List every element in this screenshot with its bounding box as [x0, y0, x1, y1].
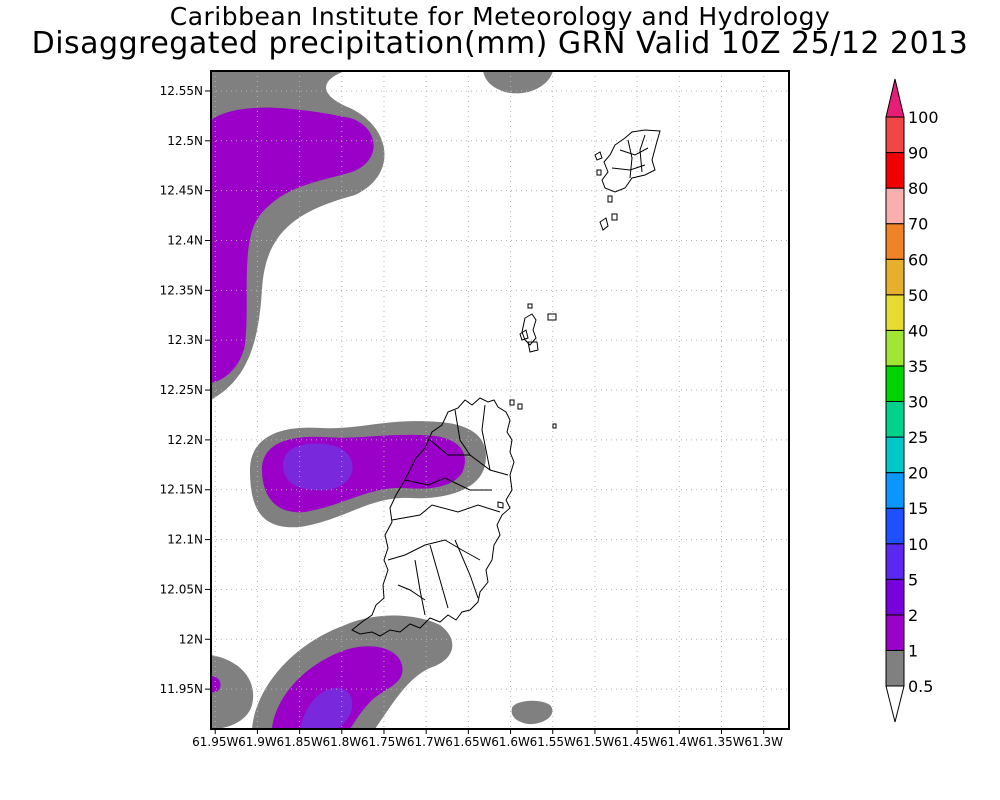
plot-frame [210, 70, 790, 730]
colorbar-swatch [885, 543, 905, 580]
colorbar-swatch [885, 507, 905, 545]
ronde-island [521, 313, 537, 346]
lon-tick-label: 61.65W [445, 735, 491, 749]
colorbar-label: 2 [908, 606, 918, 625]
colorbar-top-arrow [885, 78, 905, 118]
lon-tick-label: 61.3W [744, 735, 783, 749]
colorbar-label: 40 [908, 321, 928, 340]
lon-tick-label: 61.7W [407, 735, 446, 749]
grenada-coastline [351, 397, 515, 637]
colorbar-label: 10 [908, 535, 928, 554]
colorbar-label: 1 [908, 641, 918, 660]
colorbar-swatch [885, 258, 905, 296]
colorbar-swatch [885, 436, 905, 474]
colorbar-label: 0.5 [908, 677, 933, 696]
lat-tick-label: 12.2N [167, 433, 203, 447]
lon-tick-label: 61.75W [361, 735, 407, 749]
lon-tick-label: 61.5W [576, 735, 615, 749]
lon-tick-label: 61.45W [614, 735, 660, 749]
colorbar-swatch [885, 365, 905, 402]
lat-tick-label: 12.35N [160, 283, 203, 297]
colorbar-swatch [885, 223, 905, 260]
colorbar-swatch [885, 116, 905, 154]
latitude-axis: 12.55N 12.5N 12.45N 12.4N 12.35N 12.3N 12.25N 1… [160, 84, 211, 696]
colorbar-swatch [885, 649, 905, 687]
colorbar-label: 25 [908, 428, 928, 447]
lon-tick-label: 61.6W [491, 735, 530, 749]
lon-tick-label: 61.95W [192, 735, 238, 749]
longitude-axis: 61.95W 61.9W 61.85W 61.8W 61.75W 61.7W 61.65W 6… [192, 729, 783, 749]
colorbar-label: 60 [908, 250, 928, 269]
colorbar-bottom-arrow [885, 685, 905, 723]
colorbar-swatch [885, 294, 905, 331]
lat-tick-label: 12N [179, 632, 203, 646]
colorbar-label: 15 [908, 499, 928, 518]
colorbar-swatch [885, 401, 905, 438]
lon-tick-label: 61.35W [698, 735, 744, 749]
colorbar-swatch [885, 152, 905, 189]
lon-tick-label: 61.4W [660, 735, 699, 749]
colorbar-label: 20 [908, 464, 928, 483]
lat-tick-label: 12.55N [160, 84, 203, 98]
lat-tick-label: 12.25N [160, 383, 203, 397]
lat-tick-label: 12.4N [167, 233, 203, 247]
lat-tick-label: 12.15N [160, 483, 203, 497]
lat-tick-label: 12.45N [160, 184, 203, 198]
lon-tick-label: 61.85W [276, 735, 322, 749]
precipitation-field [211, 71, 553, 729]
lat-tick-label: 12.1N [167, 533, 203, 547]
colorbar-swatch [885, 578, 905, 616]
lon-tick-label: 61.9W [238, 735, 277, 749]
title-line-2: Disaggregated precipitation(mm) GRN Vali… [31, 26, 969, 61]
lon-tick-label: 61.55W [530, 735, 576, 749]
lon-tick-label: 61.8W [322, 735, 361, 749]
colorbar-label: 30 [908, 393, 928, 412]
colorbar-label: 50 [908, 286, 928, 305]
lat-tick-label: 12.5N [167, 134, 203, 148]
colorbar-swatch [885, 329, 905, 367]
lat-tick-label: 12.3N [167, 333, 203, 347]
lat-tick-label: 12.05N [160, 582, 203, 596]
carriacou-coastline [601, 129, 661, 193]
colorbar-swatch [885, 187, 905, 225]
colorbar-label: 90 [908, 144, 928, 163]
lat-tick-label: 11.95N [160, 682, 203, 696]
colorbar-label: 5 [908, 570, 918, 589]
precip-band-2-to-5 [283, 443, 353, 729]
colorbar-swatch [885, 472, 905, 509]
title-line-1: Caribbean Institute for Meteorology and … [169, 2, 831, 31]
colorbar-swatch [885, 614, 905, 651]
colorbar-label: 80 [908, 179, 928, 198]
colorbar-label: 100 [908, 108, 939, 127]
coastlines [351, 129, 661, 637]
colorbar-label: 35 [908, 357, 928, 376]
colorbar-label: 70 [908, 215, 928, 234]
